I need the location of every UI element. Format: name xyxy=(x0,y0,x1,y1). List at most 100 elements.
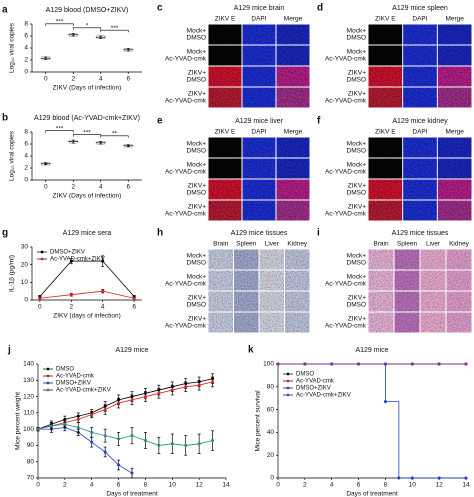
dot-spread xyxy=(41,162,50,166)
micrograph-texture xyxy=(368,87,403,108)
x-tick-label: 8 xyxy=(384,482,388,489)
micrograph-texture xyxy=(276,24,310,45)
y-tick-label: 90 xyxy=(27,442,35,449)
micrograph-texture xyxy=(234,270,259,291)
row-label: Ac-YVAD-cmk xyxy=(165,98,207,105)
data-point xyxy=(103,434,107,438)
data-point xyxy=(330,362,334,366)
micrograph-texture xyxy=(368,137,403,158)
x-axis-label: Days of treatment xyxy=(346,491,397,497)
row-label: Mock+ xyxy=(187,274,207,281)
panel-title: A129 mice tissues xyxy=(231,230,288,237)
column-header: Merge xyxy=(445,16,464,23)
y-tick-label: 80 xyxy=(267,384,275,391)
panel-letter: f xyxy=(317,116,321,127)
row-label: DMSO xyxy=(187,35,207,42)
micrograph-texture xyxy=(276,87,310,108)
panel-letter: j xyxy=(7,345,11,356)
micrograph-texture xyxy=(368,45,403,66)
column-header: DAPI xyxy=(251,129,266,136)
y-axis-label: Mice percent survival xyxy=(255,390,262,452)
legend-label: Ac-YVAD-cmk xyxy=(296,379,335,385)
data-point xyxy=(437,362,441,366)
y-tick-label: 8 xyxy=(24,129,28,136)
micrograph-texture xyxy=(259,270,284,291)
error-bar xyxy=(99,141,103,145)
data-point xyxy=(383,362,387,366)
error-bar xyxy=(44,56,48,60)
row-label: Ac-YVAD-cmk xyxy=(325,169,367,176)
legend-marker xyxy=(286,393,290,397)
micrograph-texture xyxy=(368,66,403,87)
micrograph-texture xyxy=(368,179,403,200)
column-header: Spleen xyxy=(236,241,257,248)
series-line xyxy=(39,260,135,297)
data-point xyxy=(130,471,134,475)
y-tick-label: 20 xyxy=(267,452,275,459)
x-tick-label: 4 xyxy=(99,76,103,83)
legend-marker xyxy=(46,374,50,378)
x-tick-label: 6 xyxy=(126,76,130,83)
x-axis-label: ZIKV (Days of infection) xyxy=(53,193,122,200)
x-tick-label: 0 xyxy=(36,482,40,489)
panel-letter: c xyxy=(157,3,163,14)
micrograph-texture xyxy=(446,291,472,312)
legend-marker xyxy=(286,379,290,383)
legend-label: Ac-YVAD-cmk xyxy=(56,374,95,380)
x-axis-label: Days of treatment xyxy=(106,491,157,497)
panel-title: A129 mice kidney xyxy=(392,118,448,125)
micrograph-texture xyxy=(403,179,437,200)
row-label: ZIKV+ xyxy=(348,183,366,190)
micrograph-texture xyxy=(437,137,472,158)
micrograph-texture xyxy=(259,249,284,270)
x-tick-label: 2 xyxy=(303,482,307,489)
x-axis-label: ZIKV (days of infection) xyxy=(53,313,121,320)
y-tick-label: 140 xyxy=(23,361,34,368)
row-label: Mock+ xyxy=(347,253,367,260)
micrograph-texture xyxy=(403,158,437,179)
data-point xyxy=(103,408,107,412)
row-label: ZIKV+ xyxy=(188,204,206,211)
y-axis-label: Mice percent weight xyxy=(15,392,22,450)
micrograph-texture xyxy=(437,66,472,87)
y-tick-label: 4 xyxy=(24,45,28,52)
legend-label: Ac-YVAD-cmk+ZIKV xyxy=(56,388,111,394)
data-point xyxy=(410,476,414,480)
column-header: ZIKV E xyxy=(215,129,236,136)
sig-bracket xyxy=(100,29,129,33)
micrograph-texture xyxy=(446,270,472,291)
row-label: DMSO xyxy=(347,260,367,267)
data-point xyxy=(90,412,94,416)
micrograph-texture xyxy=(368,312,394,333)
sig-label: *** xyxy=(56,125,64,132)
row-label: ZIKV+ xyxy=(348,204,366,211)
micrograph-texture xyxy=(285,291,310,312)
micrograph-texture xyxy=(446,312,472,333)
row-label: DMSO xyxy=(347,190,367,197)
micrograph-texture xyxy=(446,249,472,270)
sig-label: *** xyxy=(83,129,91,136)
row-label: DMSO xyxy=(187,77,207,84)
data-point xyxy=(170,442,174,446)
y-axis-label: Log₁₀ viral copies xyxy=(9,22,16,73)
row-label: Ac-YVAD-cmk xyxy=(325,56,367,63)
data-point xyxy=(157,391,161,395)
micrograph-texture xyxy=(242,87,276,108)
column-header: Merge xyxy=(284,129,303,136)
data-point xyxy=(117,437,121,441)
legend-label: DMSO+ZIKV xyxy=(296,386,331,392)
data-point xyxy=(410,362,414,366)
sig-label: * xyxy=(86,23,89,30)
y-tick-label: 40 xyxy=(267,429,275,436)
micrograph-texture xyxy=(403,24,437,45)
row-label: Mock+ xyxy=(347,274,367,281)
micrograph-texture xyxy=(420,312,446,333)
x-tick-label: 4 xyxy=(90,482,94,489)
legend-label: Ac-YVAD-cmk+ZIKV xyxy=(296,393,351,399)
micrograph-texture xyxy=(394,249,420,270)
column-header: Liver xyxy=(265,241,280,248)
micrograph-texture xyxy=(242,200,276,221)
row-label: DMSO xyxy=(187,302,207,309)
data-point xyxy=(211,380,215,384)
